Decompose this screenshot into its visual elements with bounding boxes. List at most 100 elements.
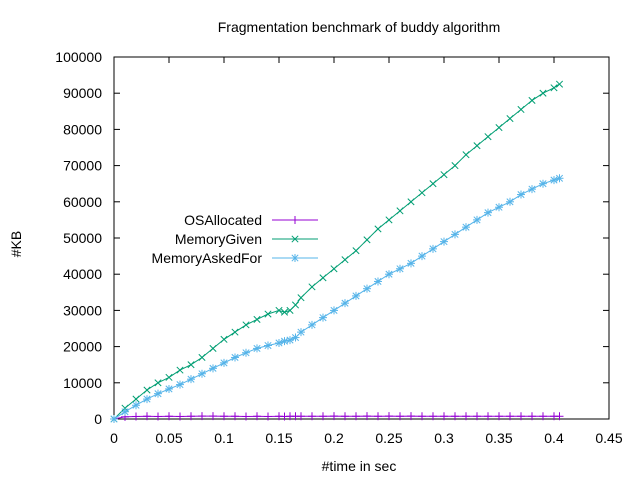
data-point-memorygiven [385,216,393,224]
y-tick-label: 60000 [63,194,102,210]
data-point-memoryaskedfor [110,415,118,423]
data-point-memoryaskedfor [517,190,525,199]
data-point-memorygiven [275,306,283,314]
data-point-memoryaskedfor [121,407,129,416]
legend-marker-memorygiven [291,235,299,243]
data-point-memorygiven [484,133,492,141]
series-memoryaskedfor [110,174,564,423]
data-point-osallocated [385,412,393,421]
x-tick-label: 0.25 [375,430,402,446]
x-tick-label: 0.45 [595,430,622,446]
data-point-osallocated [341,412,349,421]
x-tick-label: 0.1 [214,430,234,446]
data-point-osallocated [363,412,371,421]
data-point-osallocated [374,412,382,421]
data-point-memoryaskedfor [385,270,393,279]
data-point-memorygiven [187,361,195,369]
data-point-osallocated [330,412,338,421]
x-tick-label: 0 [110,430,118,446]
data-point-memorygiven [440,171,448,179]
y-tick-label: 100000 [55,49,102,65]
data-point-memorygiven [528,96,536,104]
y-tick-label: 40000 [63,266,102,282]
data-point-memorygiven [231,328,239,336]
data-point-memorygiven [363,236,371,244]
data-point-memorygiven [550,84,558,92]
data-point-memoryaskedfor [374,277,382,286]
legend-marker-memoryaskedfor [291,254,299,262]
data-point-osallocated [418,412,426,421]
data-point-memorygiven [374,225,382,233]
data-point-memoryaskedfor [275,338,283,347]
data-point-memorygiven [407,198,415,206]
data-point-memorygiven [291,301,300,309]
data-point-osallocated [539,412,547,421]
y-tick-label: 80000 [63,121,102,137]
data-point-memorygiven [286,306,294,314]
data-point-memorygiven [264,310,272,318]
data-point-memorygiven [539,89,547,97]
y-axis-label: #KB [8,231,24,257]
data-point-osallocated [555,412,564,421]
x-tick-label: 0.15 [265,430,292,446]
data-point-memoryaskedfor [407,259,415,268]
data-point-osallocated [253,412,261,421]
data-point-osallocated [484,412,492,421]
data-point-memoryaskedfor [528,185,536,194]
data-point-memorygiven [506,114,514,123]
data-point-memoryaskedfor [242,348,250,357]
data-point-memorygiven [132,395,140,403]
data-point-memoryaskedfor [319,313,327,322]
data-point-memorygiven [220,335,228,343]
x-tick-label: 0.4 [544,430,564,446]
data-point-osallocated [220,412,228,421]
series-line-memoryaskedfor [113,177,560,420]
data-point-memoryaskedfor [341,299,349,308]
data-point-memoryaskedfor [209,364,217,373]
data-point-osallocated [264,412,272,421]
data-point-memoryaskedfor [539,179,547,188]
x-tick-label: 0.35 [485,430,512,446]
data-point-memoryaskedfor [264,341,272,350]
data-point-memorygiven [319,274,327,282]
data-point-osallocated [473,412,481,421]
data-point-memoryaskedfor [132,401,140,410]
data-point-memorygiven [209,344,217,352]
y-tick-label: 70000 [63,158,102,174]
data-point-memoryaskedfor [231,353,239,362]
data-point-osallocated [506,412,514,421]
data-point-memoryaskedfor [176,380,184,389]
data-point-osallocated [187,412,195,421]
data-point-osallocated [308,412,316,421]
data-point-memorygiven [176,366,184,374]
data-point-osallocated [407,412,415,421]
data-point-osallocated [132,412,140,421]
data-point-memoryaskedfor [253,344,261,353]
data-point-memorygiven [308,283,316,291]
data-point-memoryaskedfor [297,328,305,337]
data-point-memoryaskedfor [363,284,371,293]
x-tick-label: 0.3 [434,430,454,446]
data-point-memorygiven [451,162,459,170]
y-tick-label: 90000 [63,85,102,101]
data-point-memoryaskedfor [280,337,289,346]
data-point-memoryaskedfor [495,203,503,212]
y-tick-label: 30000 [63,302,102,318]
data-point-memoryaskedfor [440,237,448,246]
y-tick-label: 0 [94,411,102,427]
data-point-memoryaskedfor [154,389,162,398]
data-point-osallocated [528,412,536,421]
data-point-memoryaskedfor [451,230,459,239]
data-point-memorygiven [330,265,338,273]
data-point-memorygiven [143,386,151,394]
data-point-memoryaskedfor [506,197,514,206]
data-point-memorygiven [473,142,481,150]
data-point-memoryaskedfor [396,264,404,273]
series-memorygiven [110,80,564,423]
data-point-memorygiven [429,180,437,188]
data-point-osallocated [231,412,239,421]
data-point-osallocated [242,412,250,421]
data-point-osallocated [176,412,184,421]
data-point-osallocated [209,412,217,421]
legend-label-osallocated: OSAllocated [184,212,262,228]
